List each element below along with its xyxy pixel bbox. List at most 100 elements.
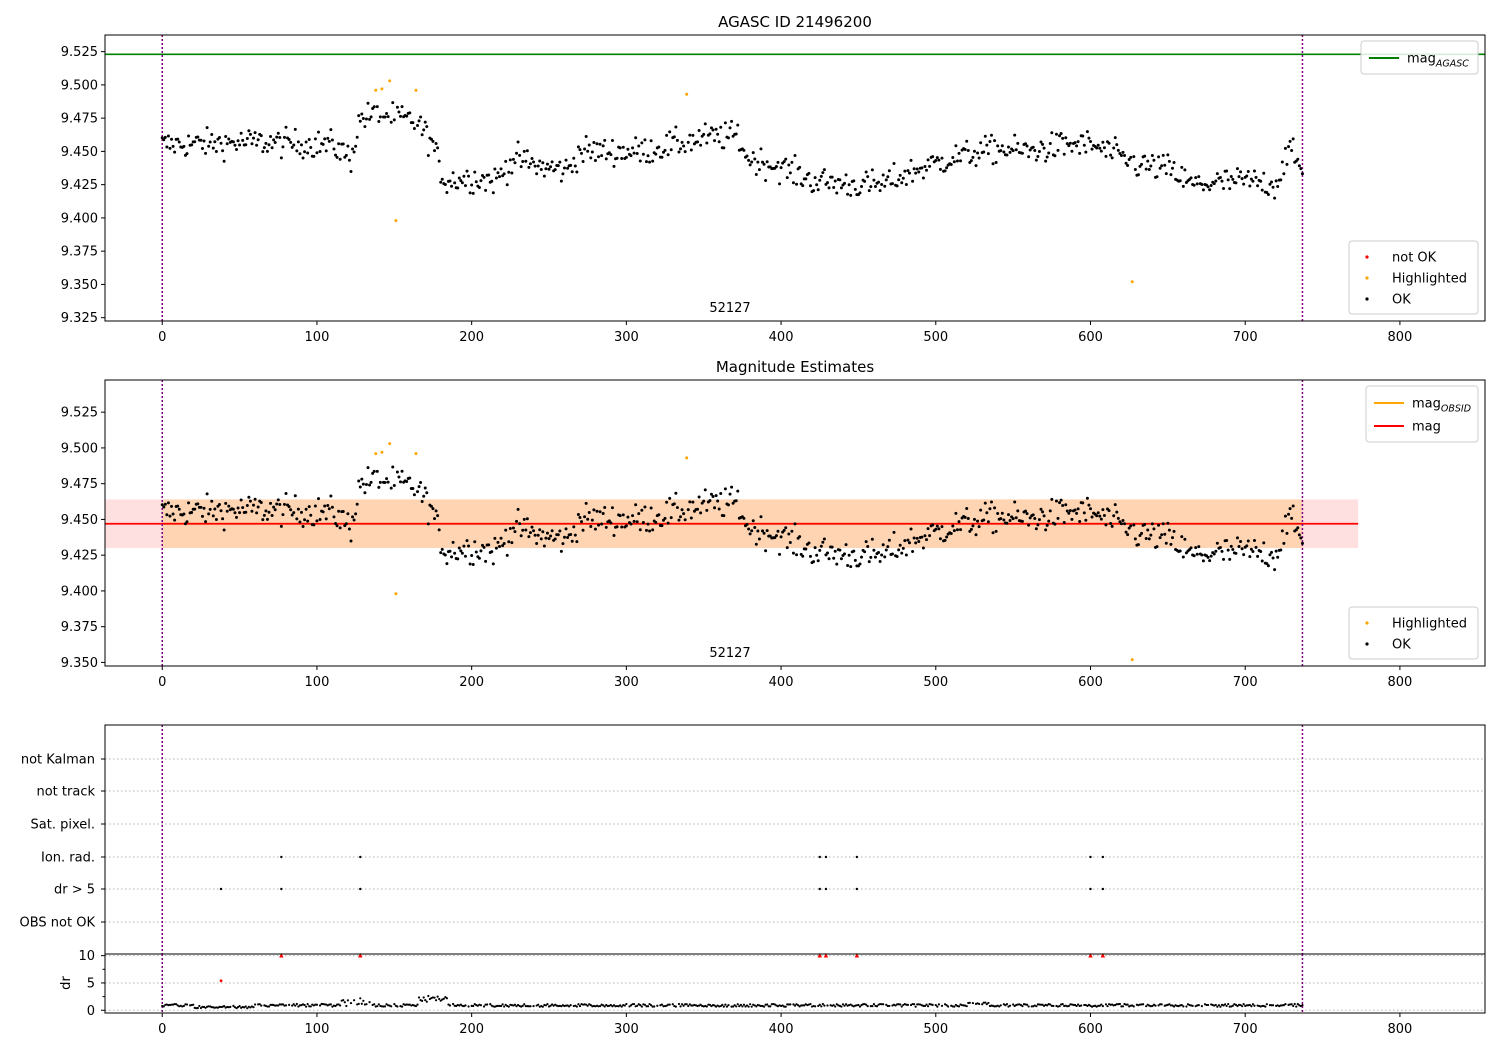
ok-point: [327, 507, 331, 511]
dr-point: [1041, 1003, 1044, 1006]
ok-point: [309, 146, 313, 150]
ok-point: [1290, 148, 1294, 152]
ok-point: [525, 149, 529, 153]
ok-point: [372, 469, 376, 473]
ok-point: [233, 511, 237, 515]
ok-point: [1013, 500, 1017, 504]
ok-point: [1201, 188, 1205, 192]
ok-point: [686, 140, 690, 144]
ok-point: [709, 492, 713, 496]
ok-point: [1075, 144, 1079, 148]
ok-point: [1252, 538, 1256, 542]
ok-point: [592, 141, 596, 145]
ok-point: [877, 550, 881, 554]
ok-point: [256, 505, 260, 509]
ok-point: [1260, 559, 1264, 563]
ok-point: [504, 159, 508, 163]
ok-point: [207, 144, 211, 148]
dr-point: [769, 1005, 772, 1008]
flag-category-label: OBS not OK: [20, 916, 96, 931]
ok-point: [1256, 184, 1260, 188]
ok-point: [1028, 148, 1032, 152]
ok-point: [1271, 556, 1275, 560]
ok-point: [822, 168, 826, 172]
dr-point: [1141, 1003, 1145, 1006]
ok-point: [471, 191, 475, 195]
ok-point: [276, 498, 280, 502]
panel2-xtick-label: 500: [923, 675, 948, 690]
ok-point: [185, 520, 189, 524]
ok-point: [204, 151, 208, 155]
dr-point: [648, 1002, 651, 1006]
ok-point: [1212, 552, 1216, 556]
ok-point: [1064, 136, 1068, 140]
ok-point: [668, 496, 672, 500]
ok-point: [301, 156, 305, 160]
ok-point: [273, 508, 277, 512]
ok-point: [1220, 179, 1224, 183]
ok-point: [589, 524, 593, 528]
dr-point: [620, 1005, 623, 1008]
dr-point: [803, 1004, 806, 1007]
dr-point: [417, 996, 421, 999]
flag-marker: [855, 887, 859, 891]
dr-point: [1025, 1003, 1029, 1006]
dr-point: [472, 1004, 475, 1008]
ok-point: [1025, 144, 1029, 148]
ok-point: [400, 105, 404, 109]
ok-point: [1020, 151, 1024, 155]
dr-point: [690, 1004, 693, 1007]
ok-point: [453, 181, 457, 185]
ok-point: [1095, 146, 1099, 150]
ok-point: [566, 166, 570, 170]
ok-point: [524, 159, 528, 163]
ok-point: [453, 551, 457, 555]
ok-point: [205, 126, 209, 130]
ok-point: [316, 497, 320, 501]
ok-point: [1016, 141, 1020, 145]
ok-point: [935, 524, 939, 528]
ok-point: [638, 528, 642, 532]
dr-point: [204, 1006, 207, 1009]
dr-point: [253, 1003, 257, 1006]
ok-point: [866, 175, 870, 179]
ok-point: [559, 179, 563, 183]
dr-point: [532, 1004, 535, 1008]
ok-point: [1181, 555, 1185, 559]
ok-point: [747, 527, 751, 531]
magnitude-estimates-panel: Magnitude Estimates 9.3509.3759.4009.425…: [61, 358, 1486, 690]
ok-point: [471, 562, 475, 566]
highlighted-point: [414, 452, 418, 456]
ok-point: [1296, 157, 1300, 161]
ok-point: [479, 549, 483, 553]
ok-point: [618, 514, 622, 518]
dr-point: [781, 1004, 784, 1007]
dr-point: [858, 1005, 862, 1008]
dr-point: [894, 1004, 897, 1007]
ok-point: [1113, 503, 1117, 507]
ok-point: [669, 516, 673, 520]
ok-point: [349, 539, 353, 543]
ok-point: [558, 529, 562, 533]
ok-point: [1115, 510, 1119, 514]
ok-point: [912, 167, 916, 171]
ok-point: [1287, 512, 1291, 516]
ok-point: [682, 144, 686, 148]
ok-point: [696, 507, 700, 511]
ok-point: [989, 500, 993, 504]
ok-point: [646, 154, 650, 158]
ok-point: [1039, 140, 1043, 144]
ok-point: [383, 115, 387, 119]
ok-point: [832, 556, 836, 560]
ok-point: [1200, 183, 1204, 187]
ok-point: [405, 114, 409, 118]
ok-point: [1218, 546, 1222, 550]
ok-point: [1031, 513, 1035, 517]
dr-point: [170, 1003, 173, 1006]
dr-point: [1206, 1003, 1210, 1007]
ok-point: [846, 564, 850, 568]
ok-point: [516, 507, 520, 511]
ok-point: [477, 556, 481, 560]
ok-point: [1047, 151, 1051, 155]
